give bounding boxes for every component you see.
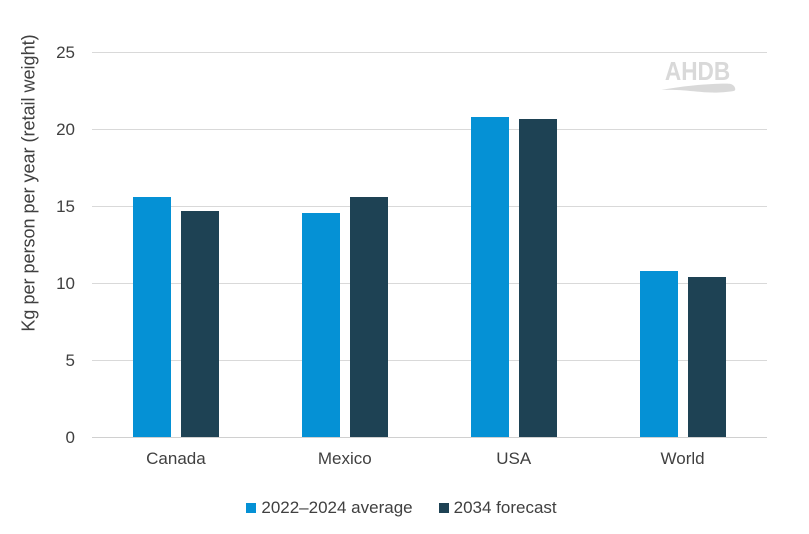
gridline [91, 283, 767, 284]
y-tick-label: 5 [65, 351, 75, 370]
y-tick-label: 10 [56, 274, 75, 293]
legend-item-2: 2034 forecast [438, 498, 557, 518]
bar-mexico-series-1 [301, 212, 340, 438]
bar-world-series-1 [639, 271, 678, 438]
bar-usa-series-1 [470, 117, 509, 438]
bar-canada-series-1 [132, 197, 171, 438]
ahdb-logo-text: AHDB [664, 56, 731, 86]
gridline [91, 360, 767, 361]
legend-swatch-icon [438, 503, 449, 513]
legend: 2022–2024 average 2034 forecast [0, 498, 806, 518]
legend-item-1: 2022–2024 average [246, 498, 413, 518]
ahdb-logo: AHDB [660, 56, 736, 93]
legend-label: 2022–2024 average [261, 498, 413, 517]
gridline [91, 52, 767, 53]
bar-usa-series-2 [518, 118, 557, 438]
gridline [91, 129, 767, 130]
y-tick-label: 25 [56, 43, 75, 62]
x-axis-line [91, 437, 767, 438]
x-category-label: Canada [146, 449, 206, 468]
gridline [91, 206, 767, 207]
y-tick-label: 15 [56, 197, 75, 216]
bar-world-series-2 [687, 277, 726, 438]
ahdb-swoosh-path [661, 83, 736, 93]
y-tick-label: 20 [56, 120, 75, 139]
ahdb-logo-swoosh [661, 83, 736, 93]
bar-canada-series-2 [180, 211, 219, 438]
legend-swatch-icon [246, 503, 257, 513]
x-category-label: Mexico [317, 449, 372, 468]
y-tick-label: 0 [65, 428, 75, 447]
x-category-label: World [660, 449, 705, 468]
legend-label: 2034 forecast [453, 498, 557, 517]
bar-mexico-series-2 [349, 197, 388, 438]
x-category-label: USA [496, 449, 532, 468]
